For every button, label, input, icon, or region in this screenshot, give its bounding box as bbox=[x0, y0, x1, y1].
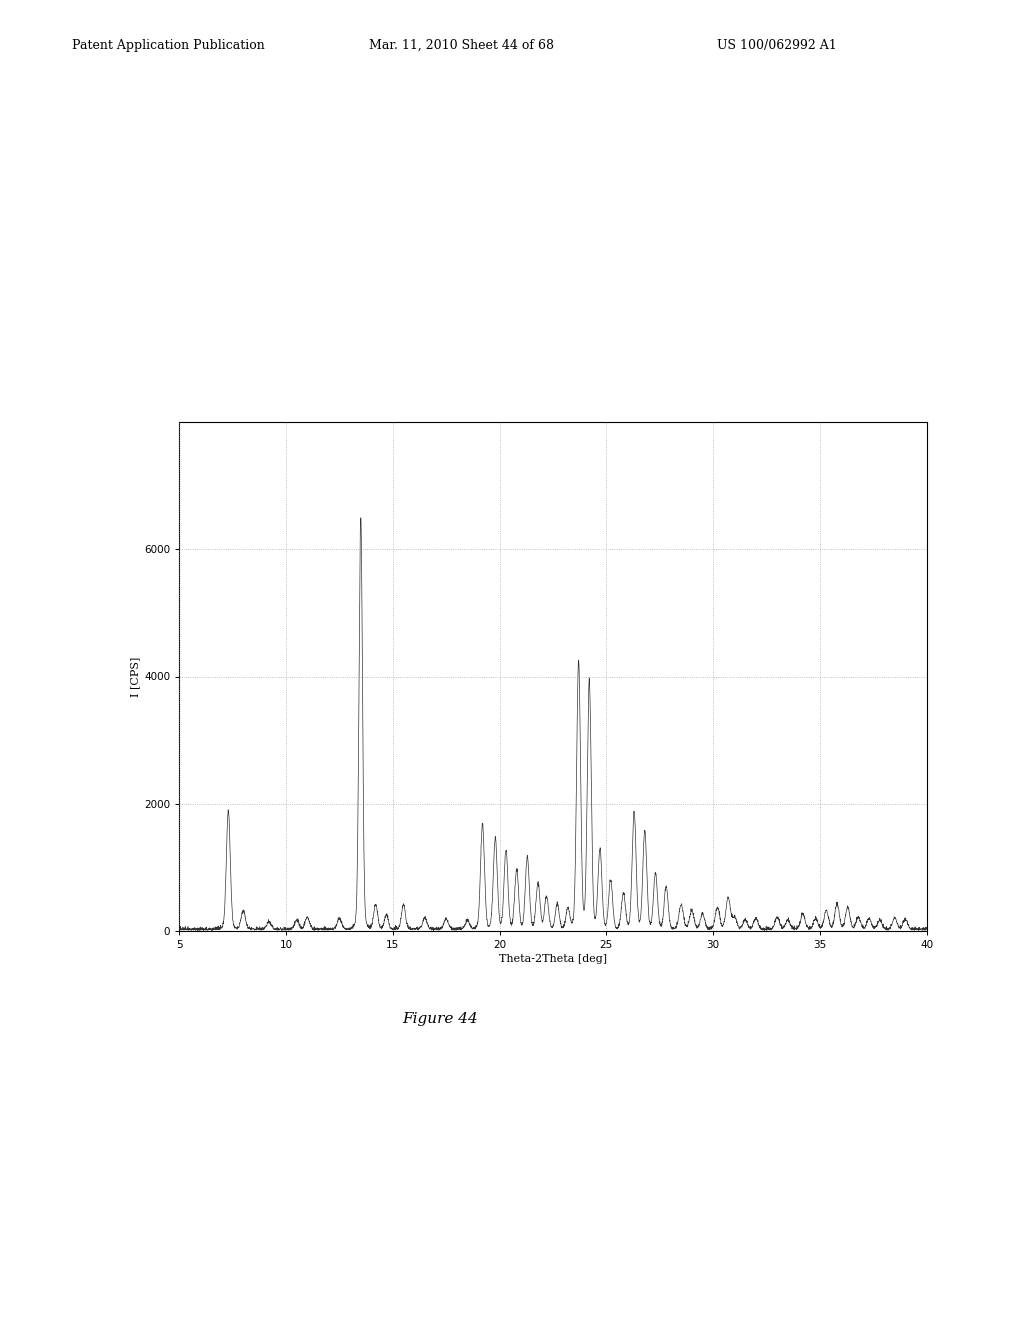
Text: US 100/062992 A1: US 100/062992 A1 bbox=[717, 38, 837, 51]
Text: Mar. 11, 2010 Sheet 44 of 68: Mar. 11, 2010 Sheet 44 of 68 bbox=[369, 38, 554, 51]
Y-axis label: I [CPS]: I [CPS] bbox=[130, 656, 140, 697]
X-axis label: Theta-2Theta [deg]: Theta-2Theta [deg] bbox=[499, 954, 607, 964]
Text: Figure 44: Figure 44 bbox=[402, 1012, 478, 1026]
Text: Patent Application Publication: Patent Application Publication bbox=[72, 38, 264, 51]
